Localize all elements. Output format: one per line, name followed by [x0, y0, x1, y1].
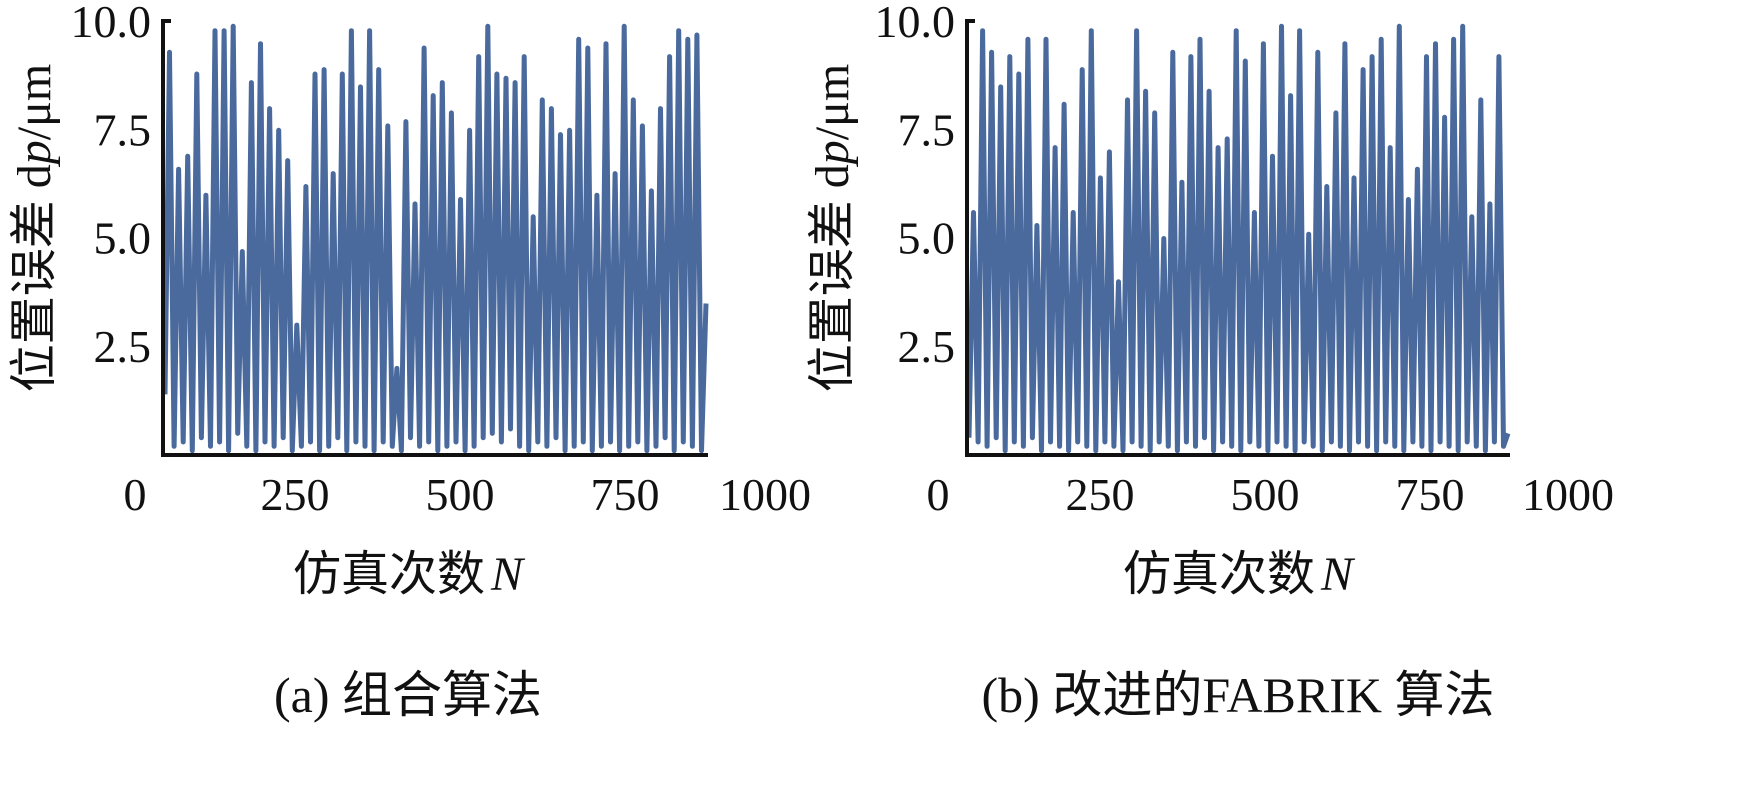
x-tick-label: 500: [1231, 469, 1300, 520]
x-tick-label: 0: [124, 469, 147, 520]
y-label-variable: p: [806, 140, 859, 167]
x-tick-label: 250: [1066, 469, 1135, 520]
panel-a: 2.5 5.0 7.5 10.0 0 250 500 750 1000 位置误差 dp/μm 仿真次…: [8, 0, 811, 723]
y-tick-label: 7.5: [94, 104, 152, 155]
y-tick-label: 5.0: [94, 213, 152, 264]
y-label-unit: /μm: [806, 64, 859, 140]
y-label-variable: p: [8, 140, 61, 167]
y-tick-label: 10.0: [875, 0, 956, 47]
y-tick-label: 2.5: [898, 321, 956, 372]
series-line: [966, 23, 1511, 454]
x-tick-label: 250: [261, 469, 330, 520]
x-axis-label: 仿真次数 N: [293, 548, 526, 601]
x-axis-label: 仿真次数 N: [1123, 548, 1356, 601]
x-label-text: 仿真次数: [1123, 548, 1315, 601]
x-label-variable: N: [1320, 548, 1356, 601]
x-tick-label: 500: [426, 469, 495, 520]
panel-b: 2.5 5.0 7.5 10.0 0 250 500 750 1000 位置误差 dp/μm 仿真次…: [806, 0, 1614, 723]
y-tick-label: 2.5: [94, 321, 152, 372]
x-label-text: 仿真次数: [293, 548, 485, 601]
y-tick-label: 10.0: [71, 0, 152, 47]
y-axis-label: 位置误差 dp/μm: [8, 64, 61, 392]
y-label-text: 位置误差 d: [8, 164, 61, 392]
panel-caption: (b) 改进的FABRIK 算法: [982, 667, 1495, 723]
series-line: [162, 23, 709, 454]
x-label-variable: N: [490, 548, 526, 601]
x-tick-label: 750: [1396, 469, 1465, 520]
x-tick-label: 750: [591, 469, 660, 520]
panel-caption: (a) 组合算法: [274, 667, 542, 723]
y-label-text: 位置误差 d: [806, 164, 859, 392]
y-tick-label: 7.5: [898, 104, 956, 155]
x-tick-label: 1000: [719, 469, 811, 520]
y-axis-label: 位置误差 dp/μm: [806, 64, 859, 392]
y-label-unit: /μm: [8, 64, 61, 140]
y-tick-label: 5.0: [898, 213, 956, 264]
x-tick-label: 0: [927, 469, 950, 520]
x-tick-label: 1000: [1522, 469, 1614, 520]
